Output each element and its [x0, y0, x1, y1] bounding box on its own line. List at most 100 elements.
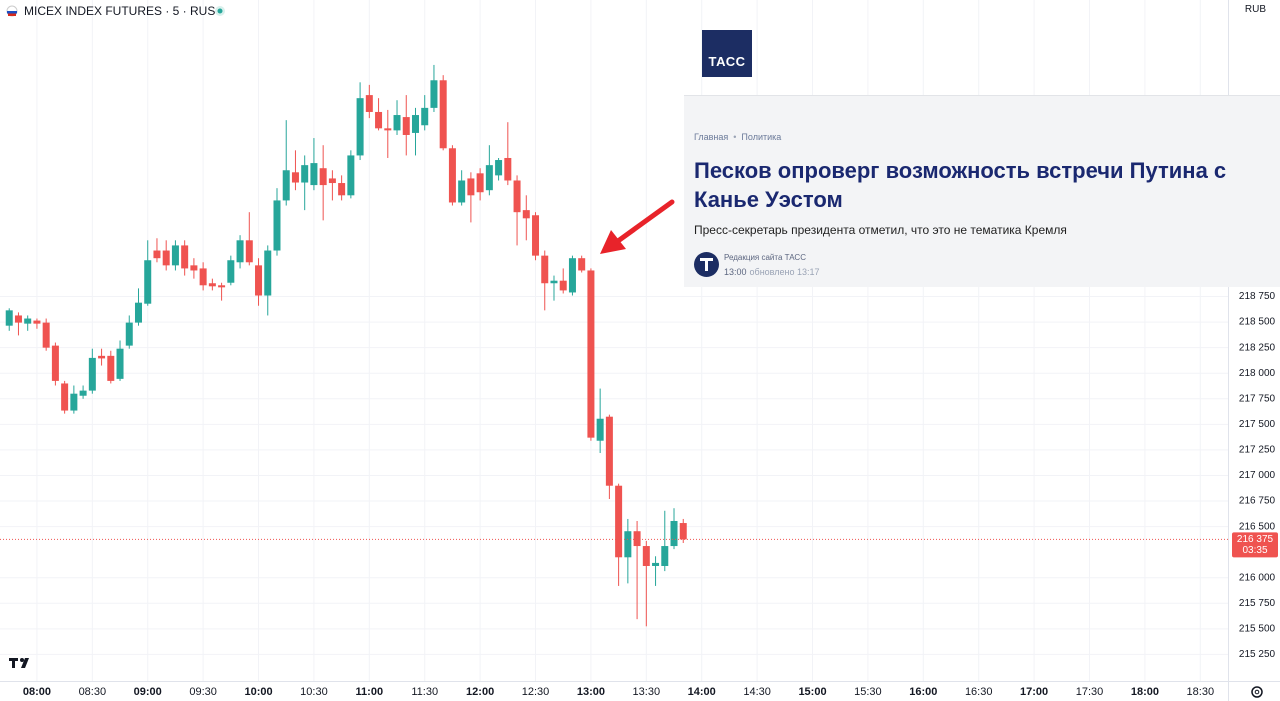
candle-body: [605, 416, 613, 486]
candle-body: [98, 355, 106, 359]
headline: Песков опроверг возможность встречи Пути…: [694, 158, 1227, 212]
candle-body: [485, 165, 493, 191]
candle-body: [532, 215, 540, 256]
candle-body: [51, 345, 59, 381]
candle-body: [513, 180, 521, 213]
candle-body: [199, 268, 207, 286]
status-dot: [217, 8, 223, 14]
x-tick-label: 15:00: [798, 686, 826, 698]
candle-body: [319, 168, 327, 186]
lead: Пресс-секретарь президента отметил, что …: [694, 223, 1067, 237]
y-tick-label: 215 250: [1239, 649, 1276, 660]
candle-body: [430, 80, 438, 108]
candle-body: [568, 258, 576, 293]
x-tick-label: 12:30: [522, 686, 550, 698]
x-tick-label: 18:00: [1131, 686, 1159, 698]
candle-body: [421, 107, 429, 126]
y-tick-label: 218 250: [1239, 342, 1276, 353]
candle-body: [642, 546, 650, 566]
x-tick-label: 11:30: [411, 686, 438, 698]
candle-body: [255, 265, 263, 296]
candle-body: [245, 240, 253, 263]
candle-body: [24, 318, 32, 324]
candle-body: [61, 383, 69, 411]
tv-logo: [9, 658, 29, 668]
last-price-tag: [1232, 532, 1278, 558]
candle-body: [550, 280, 558, 284]
candle-body: [144, 260, 152, 304]
candle-body: [134, 302, 142, 323]
candle-body: [504, 157, 512, 181]
candle-body: [670, 520, 678, 547]
candle-body: [79, 390, 87, 396]
candle-body: [14, 315, 22, 323]
candle-body: [624, 531, 632, 558]
author-avatar: [694, 252, 719, 277]
candle-body: [116, 348, 124, 379]
candle-body: [633, 531, 641, 547]
currency[interactable]: RUB: [1244, 4, 1266, 15]
candle-body: [338, 183, 346, 196]
y-tick-label: 218 500: [1239, 317, 1276, 328]
x-tick-label: 14:00: [688, 686, 716, 698]
publish-time: 13:00 обновлено 13:17: [724, 267, 820, 277]
y-tick-label: 215 500: [1239, 624, 1276, 635]
candle-body: [679, 523, 687, 540]
candle-body: [541, 255, 549, 284]
flag: [7, 11, 17, 14]
x-tick-label: 13:30: [633, 686, 661, 698]
candle-body: [448, 148, 456, 203]
candle-body: [522, 210, 530, 219]
breadcrumb[interactable]: Главная: [694, 132, 729, 142]
candle-body: [375, 111, 383, 129]
candle-body: [402, 117, 410, 135]
candle-body: [107, 355, 115, 381]
candle-body: [328, 178, 336, 184]
candle-body: [291, 172, 299, 183]
candle-body: [181, 245, 189, 269]
y-tick-label: 217 500: [1239, 419, 1276, 430]
author: Редакция сайта ТАСС: [724, 253, 806, 262]
breadcrumbs: Главная • Политика: [694, 132, 782, 142]
candle-body: [615, 485, 623, 558]
candle-body: [476, 173, 484, 193]
y-tick-label: 216 000: [1239, 572, 1276, 583]
candle-body: [578, 258, 586, 271]
x-tick-label: 18:30: [1187, 686, 1215, 698]
candle-body: [310, 163, 318, 186]
candle-body: [467, 178, 475, 196]
candle-body: [347, 155, 355, 196]
annotation-arrow: [600, 199, 675, 254]
candle-body: [70, 393, 78, 411]
x-tick-label: 09:00: [134, 686, 162, 698]
candle-body: [88, 357, 96, 391]
x-tick-label: 09:30: [189, 686, 217, 698]
last-price-label: 216 375: [1237, 534, 1274, 545]
candle-body: [458, 180, 466, 203]
breadcrumb[interactable]: Политика: [741, 132, 782, 142]
candle-body: [495, 160, 503, 176]
updated: обновлено 13:17: [749, 267, 820, 277]
y-tick-label: 218 750: [1239, 291, 1276, 302]
y-tick-label: 217 750: [1239, 393, 1276, 404]
x-tick-label: 08:30: [79, 686, 107, 698]
x-tick-label: 11:00: [356, 686, 384, 698]
x-tick-label: 10:00: [244, 686, 272, 698]
settings-icon[interactable]: [1251, 686, 1263, 698]
time: 13:00: [724, 267, 747, 277]
y-tick-label: 217 250: [1239, 445, 1276, 456]
candle-body: [596, 418, 604, 441]
candle-body: [236, 240, 244, 263]
candle-body: [227, 260, 235, 283]
candle-body: [587, 270, 595, 438]
candle-body: [661, 546, 669, 566]
flag: [8, 13, 16, 16]
candle-body: [439, 80, 447, 149]
y-tick-label: 216 500: [1239, 521, 1276, 532]
y-tick-label: 217 000: [1239, 470, 1276, 481]
x-tick-label: 13:00: [577, 686, 605, 698]
x-tick-label: 12:00: [466, 686, 494, 698]
candle-body: [190, 265, 198, 271]
